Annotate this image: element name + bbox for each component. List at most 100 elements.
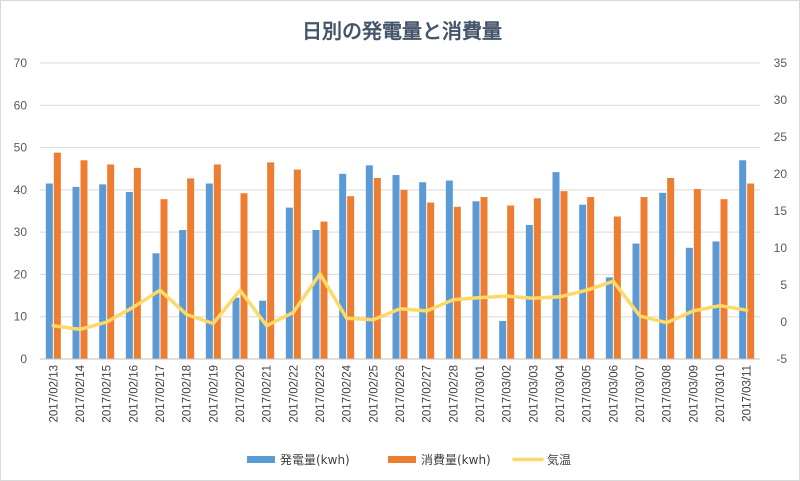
right-tick-label: 10: [774, 241, 788, 255]
right-tick-label: 20: [774, 167, 788, 181]
temperature-line: [51, 272, 749, 332]
bar: [693, 189, 701, 359]
bar: [419, 182, 427, 359]
x-tick-label: 2017/02/27: [422, 365, 434, 423]
bar: [739, 160, 747, 359]
right-tick-label: 25: [774, 130, 788, 144]
x-tick-label: 2017/03/06: [608, 365, 620, 423]
x-tick-label: 2017/02/14: [75, 364, 87, 422]
right-tick-label: 15: [774, 204, 788, 218]
bar: [499, 320, 507, 359]
bar: [605, 277, 613, 359]
bar: [45, 183, 53, 359]
bar: [560, 191, 568, 359]
legend-label: 発電量(kwh): [280, 453, 350, 467]
right-axis: -5 0 5 10 15 20 25 30 35: [774, 56, 788, 366]
x-tick-label: 2017/02/24: [342, 364, 354, 422]
bar: [400, 189, 408, 359]
bar: [259, 300, 267, 359]
bar: [347, 196, 355, 359]
x-tick-label: 2017/03/11: [742, 365, 754, 422]
x-tick-label: 2017/03/08: [662, 365, 674, 423]
bar: [552, 172, 560, 359]
right-tick-label: -5: [776, 352, 787, 366]
x-tick-label: 2017/03/09: [688, 365, 700, 423]
bar: [187, 178, 195, 359]
bar: [712, 241, 720, 359]
bar: [152, 253, 160, 359]
legend-swatch: [247, 456, 275, 463]
x-tick-label: 2017/02/25: [368, 365, 380, 423]
bar: [533, 198, 541, 359]
legend-label: 気温: [547, 452, 571, 467]
x-tick-label: 2017/02/21: [262, 365, 274, 423]
bar: [659, 192, 667, 359]
line-series: [51, 272, 749, 332]
left-tick-label: 10: [14, 310, 28, 324]
bar: [107, 164, 115, 359]
bar: [579, 204, 587, 359]
bar: [427, 202, 435, 359]
left-tick-label: 0: [20, 352, 27, 366]
bar: [720, 199, 728, 359]
x-tick-label: 2017/02/28: [448, 365, 460, 423]
x-tick-label: 2017/03/04: [555, 364, 567, 422]
bar: [72, 186, 80, 359]
bar: [293, 169, 301, 359]
bar: [240, 193, 248, 359]
bar: [80, 160, 88, 359]
bar: [472, 201, 480, 359]
legend-label: 消費量(kwh): [421, 452, 491, 467]
bar: [179, 230, 187, 359]
bar: [640, 197, 648, 359]
x-tick-label: 2017/02/23: [315, 365, 327, 423]
x-tick-label: 2017/03/02: [502, 365, 514, 423]
x-tick-label: 2017/02/13: [48, 365, 60, 423]
bar: [99, 184, 107, 359]
x-axis: 2017/02/13 2017/02/14 2017/02/15 2017/02/16…: [40, 358, 760, 423]
x-tick-label: 2017/03/10: [715, 365, 727, 423]
bar: [213, 164, 221, 359]
left-axis: 0 10 20 30 40 50 60 70: [14, 56, 28, 366]
bar: [133, 167, 141, 359]
grid-lines: [40, 62, 760, 360]
x-tick-label: 2017/03/05: [582, 365, 594, 423]
legend-swatch: [388, 456, 416, 463]
x-tick-label: 2017/02/22: [288, 365, 300, 423]
bar: [445, 180, 453, 359]
bar: [125, 191, 133, 359]
bar: [160, 199, 168, 359]
x-tick-label: 2017/02/19: [208, 365, 220, 423]
bar: [392, 175, 400, 359]
left-tick-label: 30: [14, 225, 28, 239]
x-tick-label: 2017/02/15: [102, 365, 114, 423]
bar: [685, 247, 693, 359]
bar: [232, 297, 240, 359]
bar-series: [45, 152, 755, 359]
bar: [285, 207, 293, 359]
left-tick-label: 20: [14, 267, 28, 281]
chart-title: 日別の発電量と消費量: [302, 19, 502, 43]
right-tick-label: 0: [780, 315, 787, 329]
left-tick-label: 50: [14, 141, 28, 155]
left-tick-label: 40: [14, 183, 28, 197]
x-tick-label: 2017/02/17: [155, 365, 167, 423]
bar: [480, 197, 488, 359]
bar: [453, 206, 461, 359]
bar: [339, 173, 347, 359]
x-tick-label: 2017/03/01: [475, 365, 487, 423]
left-tick-label: 60: [14, 98, 28, 112]
x-tick-label: 2017/02/18: [182, 365, 194, 423]
right-tick-label: 35: [774, 56, 788, 70]
x-tick-label: 2017/03/03: [528, 365, 540, 423]
bar: [747, 183, 755, 359]
bar: [53, 152, 61, 359]
bar: [587, 197, 595, 359]
bar: [632, 243, 640, 359]
left-tick-label: 70: [14, 56, 28, 70]
bar: [267, 162, 275, 359]
right-tick-label: 30: [774, 93, 788, 107]
x-tick-label: 2017/02/26: [395, 365, 407, 423]
